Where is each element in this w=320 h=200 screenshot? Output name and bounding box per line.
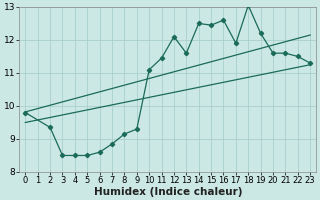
X-axis label: Humidex (Indice chaleur): Humidex (Indice chaleur) — [93, 187, 242, 197]
